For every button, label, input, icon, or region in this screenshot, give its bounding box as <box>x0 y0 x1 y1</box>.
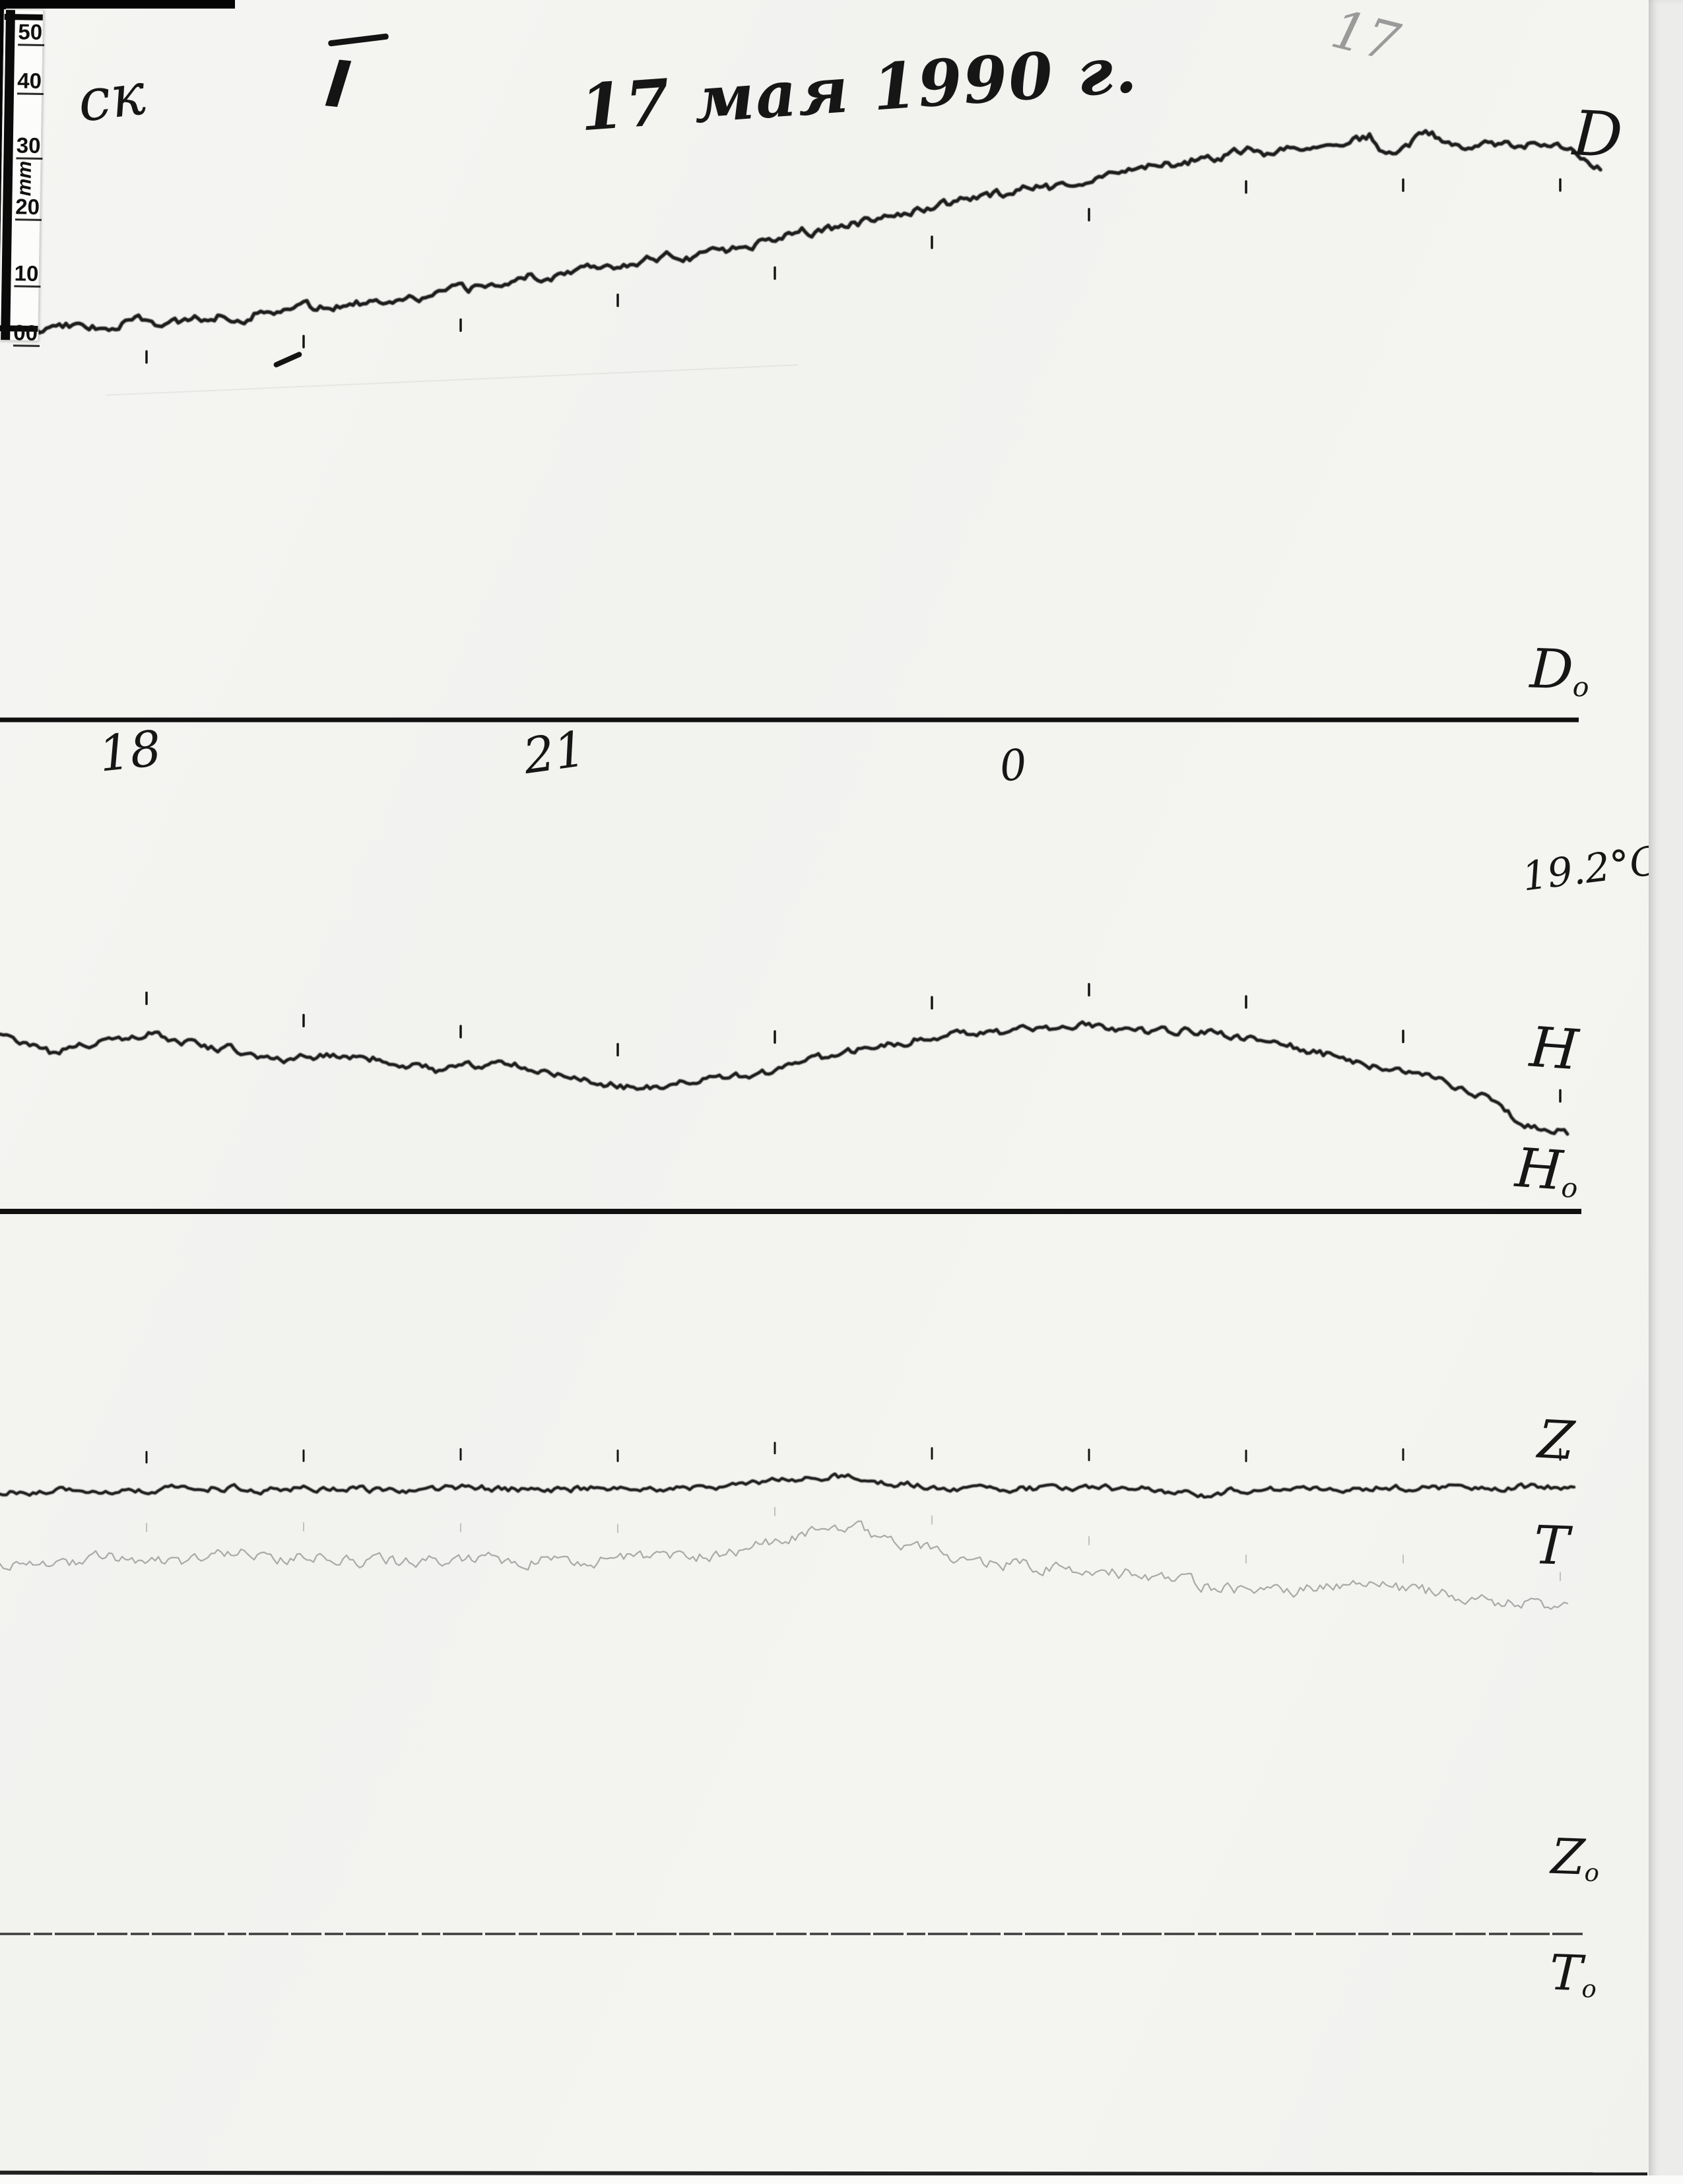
baseline-label-t0-main: T <box>1548 1944 1583 2003</box>
baseline-label-h0: Ho <box>1513 1136 1581 1205</box>
mm-ruler: 50 40 30 20 10 00 mm <box>0 9 45 347</box>
trace-H <box>0 1020 1569 1136</box>
baseline-label-z0: Zo <box>1550 1828 1601 1888</box>
baseline-label-t0: To <box>1548 1944 1599 2004</box>
scanner-edge-top-artifact <box>0 0 235 9</box>
ruler-mark-00: 00 <box>13 320 40 347</box>
baseline-label-d0-main: D <box>1529 637 1575 702</box>
trace-label-t-main: T <box>1533 1514 1570 1577</box>
baseline-label-h0-main: H <box>1513 1136 1565 1203</box>
ruler-unit-label: mm <box>13 160 36 197</box>
trace-label-d-main: D <box>1571 98 1625 172</box>
trace-label-d: D <box>1571 98 1624 172</box>
ruler-mark-30: 30 <box>16 133 43 160</box>
ruler-mark-50: 50 <box>18 19 45 46</box>
ruler-mark-40: 40 <box>16 68 44 95</box>
trace-label-z-main: Z <box>1536 1408 1576 1472</box>
scanner-background <box>0 2175 1683 2184</box>
time-label-18: 18 <box>96 720 164 783</box>
trace-label-t: T <box>1533 1514 1570 1577</box>
baseline-label-h0-sub: o <box>1560 1172 1579 1205</box>
trace-D <box>0 129 1602 335</box>
trace-label-h: H <box>1528 1015 1581 1083</box>
trace-T <box>0 1520 1569 1610</box>
ruler-mark-20: 20 <box>15 194 42 221</box>
station-mark: ск <box>74 59 149 135</box>
paper-right-edge <box>1649 0 1683 2184</box>
trace-label-z: Z <box>1536 1409 1576 1472</box>
ruler-mark-10: 10 <box>14 261 41 288</box>
time-label-0: 0 <box>997 740 1030 792</box>
baseline-label-z0-sub: o <box>1583 1858 1600 1888</box>
baseline-label-t0-sub: o <box>1581 1974 1597 2004</box>
trace-label-h-main: H <box>1527 1014 1581 1083</box>
baseline-label-z0-main: Z <box>1550 1828 1586 1886</box>
baseline-label-d0-sub: o <box>1572 671 1590 704</box>
ruler-black-bar <box>1 10 15 340</box>
baseline-label-d0: Do <box>1529 637 1591 704</box>
time-label-21: 21 <box>519 720 589 786</box>
trace-Z <box>0 1472 1576 1499</box>
